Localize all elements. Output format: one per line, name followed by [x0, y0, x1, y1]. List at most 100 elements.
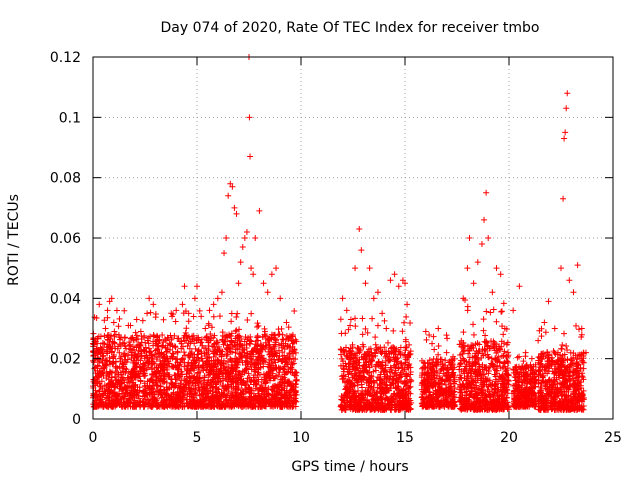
data-point	[103, 374, 110, 381]
data-point	[338, 396, 345, 403]
data-point	[119, 386, 126, 393]
data-point	[425, 394, 432, 401]
data-point	[352, 315, 359, 322]
data-point	[282, 355, 289, 362]
data-point	[228, 310, 235, 317]
data-point	[206, 361, 213, 368]
data-point	[233, 344, 240, 351]
data-point	[393, 377, 400, 384]
data-point	[122, 369, 129, 376]
data-point	[250, 381, 257, 388]
data-point	[465, 350, 472, 357]
data-point	[433, 363, 440, 370]
data-point	[149, 355, 156, 362]
data-point	[195, 362, 202, 369]
data-point	[350, 388, 357, 395]
data-point	[253, 377, 260, 384]
data-point	[382, 362, 389, 369]
data-point	[232, 349, 239, 356]
data-point	[403, 344, 410, 351]
data-point	[134, 399, 141, 406]
data-point	[285, 324, 292, 331]
data-point	[366, 399, 373, 406]
data-point	[104, 358, 111, 365]
data-point	[356, 349, 363, 356]
data-point	[377, 363, 384, 370]
data-point	[236, 341, 243, 348]
data-point	[164, 369, 171, 376]
data-point	[183, 337, 190, 344]
data-point	[433, 355, 440, 362]
data-point	[252, 341, 259, 348]
data-point	[198, 339, 205, 346]
data-point	[234, 379, 241, 386]
data-point	[170, 350, 177, 357]
data-point	[356, 399, 363, 406]
data-point	[347, 354, 354, 361]
data-point	[111, 384, 118, 391]
data-point	[255, 353, 262, 360]
data-point	[391, 358, 398, 365]
data-point	[407, 397, 414, 404]
data-point	[102, 400, 109, 407]
data-point	[372, 402, 379, 409]
data-point	[159, 331, 166, 338]
data-point	[403, 370, 410, 377]
data-point	[278, 358, 285, 365]
data-point	[155, 336, 162, 343]
data-point	[493, 318, 500, 325]
data-point	[407, 371, 414, 378]
data-point	[95, 371, 102, 378]
data-point	[267, 345, 274, 352]
data-point	[407, 320, 414, 327]
data-point	[286, 381, 293, 388]
data-point	[178, 368, 185, 375]
data-point	[382, 371, 389, 378]
data-point	[252, 385, 259, 392]
data-point	[391, 390, 398, 397]
data-point	[176, 361, 183, 368]
data-point	[426, 403, 433, 410]
data-point	[444, 365, 451, 372]
data-point	[122, 390, 129, 397]
data-point	[274, 350, 281, 357]
data-point	[348, 370, 355, 377]
data-point	[143, 400, 150, 407]
data-point	[359, 384, 366, 391]
data-point	[167, 341, 174, 348]
data-point	[116, 401, 123, 408]
data-point	[346, 385, 353, 392]
data-point	[245, 403, 252, 410]
data-point	[386, 404, 393, 411]
data-point	[359, 315, 366, 322]
data-point	[215, 400, 222, 407]
data-point	[181, 349, 188, 356]
data-point	[442, 394, 449, 401]
data-point	[360, 376, 367, 383]
data-point	[426, 357, 433, 364]
data-point	[275, 372, 282, 379]
data-point	[219, 329, 226, 336]
data-point	[389, 369, 396, 376]
data-point	[289, 331, 296, 338]
data-point	[233, 327, 240, 334]
data-point	[233, 393, 240, 400]
data-point	[175, 374, 182, 381]
data-point	[161, 361, 168, 368]
data-point	[351, 358, 358, 365]
data-point	[353, 392, 360, 399]
data-point	[104, 336, 111, 343]
data-point	[339, 406, 346, 413]
data-point	[254, 320, 261, 327]
data-point	[376, 388, 383, 395]
data-point	[153, 373, 160, 380]
data-point	[246, 374, 253, 381]
data-point	[150, 371, 157, 378]
data-point	[216, 313, 223, 320]
data-point	[95, 374, 102, 381]
data-point	[178, 377, 185, 384]
data-point	[290, 403, 297, 410]
data-point	[212, 360, 219, 367]
data-point	[153, 340, 160, 347]
data-point	[393, 385, 400, 392]
